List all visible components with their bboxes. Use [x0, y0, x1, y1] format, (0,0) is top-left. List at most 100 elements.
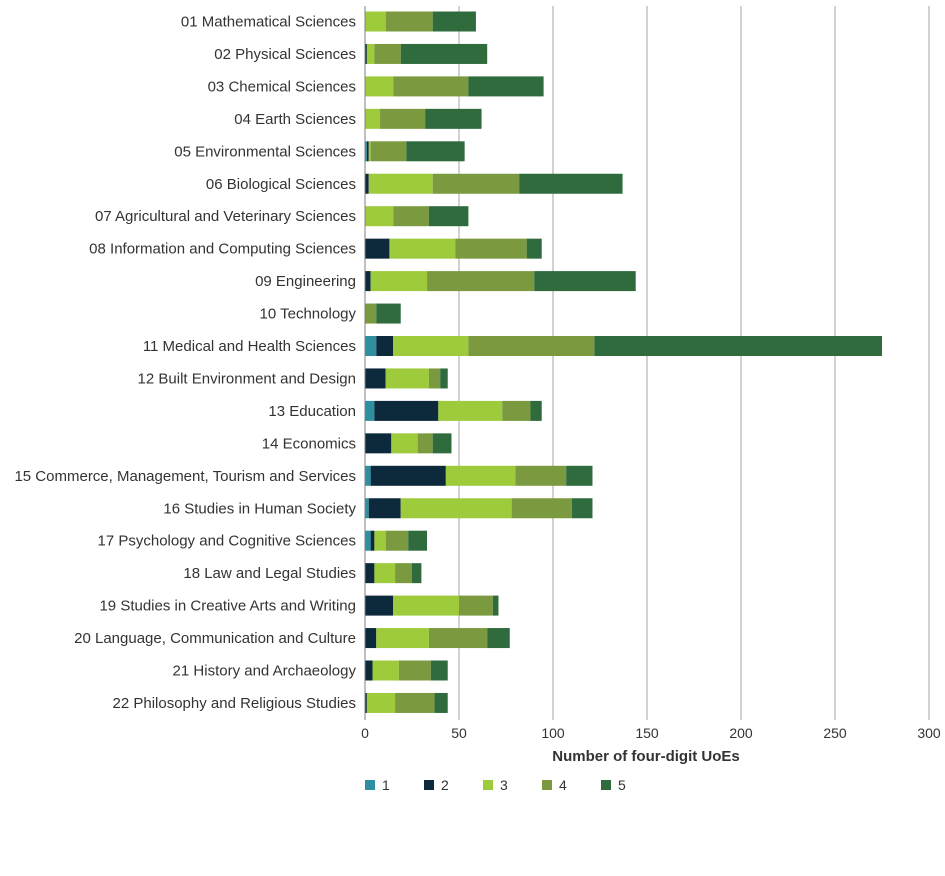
legend-swatch-1	[365, 780, 375, 790]
bar-segment-series-3	[438, 400, 503, 421]
category-label: 02 Physical Sciences	[214, 46, 356, 63]
bar-segment-series-5	[487, 628, 510, 649]
category-label: 01 Mathematical Sciences	[181, 14, 356, 31]
category-label: 06 Biological Sciences	[206, 176, 356, 193]
bar-segment-series-5	[530, 400, 542, 421]
bar-segment-series-4	[385, 530, 409, 551]
legend-label-3: 3	[500, 777, 508, 793]
bar-segment-series-3	[400, 498, 512, 519]
legend-label-4: 4	[559, 777, 567, 793]
bar-segment-series-2	[376, 336, 394, 356]
bar-segment-series-2	[365, 271, 371, 292]
bar-segment-series-1	[365, 336, 377, 356]
category-label: 13 Education	[268, 403, 356, 420]
legend-swatch-5	[601, 780, 611, 790]
bar-segment-series-3	[389, 238, 456, 259]
bar-segment-series-2	[365, 238, 390, 259]
bar-segment-series-2	[365, 595, 394, 616]
bar-segment-series-3	[445, 465, 516, 486]
bar-segment-series-5	[468, 76, 544, 97]
bar-segment-series-2	[365, 433, 392, 454]
bar-segment-series-5	[400, 43, 488, 64]
legend-swatch-3	[483, 780, 493, 790]
bar-segment-series-3	[374, 530, 386, 551]
bars	[365, 11, 882, 713]
bar-segment-series-5	[432, 11, 476, 32]
bar-segment-series-4	[427, 271, 535, 292]
bar-segment-series-2	[365, 563, 375, 584]
bar-segment-series-4	[511, 498, 572, 519]
bar-segment-series-4	[398, 660, 431, 681]
bar-segment-series-3	[366, 43, 375, 64]
category-label: 14 Economics	[262, 435, 356, 452]
bar-segment-series-1	[365, 141, 367, 162]
category-label: 15 Commerce, Management, Tourism and Ser…	[14, 468, 356, 485]
category-label: 18 Law and Legal Studies	[183, 565, 356, 582]
bar-segment-series-4	[385, 11, 433, 32]
x-tick-label: 0	[361, 725, 369, 741]
bar-segment-series-3	[368, 173, 433, 194]
bar-segment-series-1	[365, 465, 371, 486]
bar-segment-series-5	[534, 271, 636, 292]
legend-swatch-4	[542, 780, 552, 790]
category-label: 04 Earth Sciences	[234, 111, 356, 128]
bar-segment-series-5	[434, 692, 448, 713]
category-label: 21 History and Archaeology	[173, 663, 357, 680]
bar-segment-series-5	[440, 368, 448, 389]
legend-label-5: 5	[618, 777, 626, 793]
bar-segment-series-1	[365, 530, 371, 551]
category-label: 11 Medical and Health Sciences	[143, 338, 356, 355]
category-label: 19 Studies in Creative Arts and Writing	[99, 598, 356, 615]
bar-segment-series-2	[365, 660, 373, 681]
legend-swatch-2	[424, 780, 434, 790]
bar-segment-series-5	[408, 530, 428, 551]
bar-segment-series-2	[366, 141, 369, 162]
bar-segment-series-4	[393, 76, 469, 97]
bar-segment-series-4	[502, 400, 531, 421]
bar-segment-series-2	[365, 43, 367, 64]
bar-segment-series-4	[365, 303, 377, 324]
bar-segment-series-2	[368, 498, 401, 519]
bar-segment-series-5	[406, 141, 465, 162]
bar-segment-series-2	[365, 173, 369, 194]
bar-segment-series-4	[428, 368, 441, 389]
bar-segment-series-4	[515, 465, 567, 486]
x-tick-label: 300	[917, 725, 941, 741]
bar-segment-series-4	[417, 433, 433, 454]
bar-segment-series-5	[412, 563, 422, 584]
bar-segment-series-2	[370, 465, 446, 486]
category-label: 12 Built Environment and Design	[138, 370, 356, 387]
bar-segment-series-4	[432, 173, 520, 194]
legend-label-2: 2	[441, 777, 449, 793]
bar-segment-series-3	[385, 368, 429, 389]
bar-segment-series-5	[594, 336, 882, 356]
bar-segment-series-4	[459, 595, 493, 616]
legend-label-1: 1	[382, 777, 390, 793]
bar-segment-series-4	[370, 141, 407, 162]
bar-segment-series-2	[370, 530, 375, 551]
bar-segment-series-4	[455, 238, 527, 259]
x-tick-label: 50	[451, 725, 467, 741]
bar-segment-series-3	[391, 433, 418, 454]
bar-segment-series-3	[374, 563, 396, 584]
bar-segment-series-3	[372, 660, 399, 681]
x-tick-label: 200	[729, 725, 753, 741]
bar-segment-series-5	[566, 465, 593, 486]
category-label: 22 Philosophy and Religious Studies	[113, 695, 357, 712]
gridlines	[458, 6, 930, 720]
bar-segment-series-4	[393, 206, 429, 227]
x-axis-title: Number of four-digit UoEs	[552, 748, 740, 765]
bar-segment-series-4	[374, 43, 401, 64]
bar-segment-series-3	[365, 76, 394, 97]
category-label: 05 Environmental Sciences	[174, 143, 356, 160]
bar-segment-series-3	[365, 11, 386, 32]
x-tick-label: 150	[635, 725, 659, 741]
bar-segment-series-5	[430, 660, 448, 681]
category-label: 10 Technology	[260, 306, 357, 323]
bar-segment-series-2	[365, 628, 377, 649]
bar-segment-series-5	[526, 238, 542, 259]
x-tick-labels: 0 50 100 150 200 250 300	[361, 725, 941, 741]
bar-segment-series-4	[428, 628, 488, 649]
bar-segment-series-3	[376, 628, 429, 649]
